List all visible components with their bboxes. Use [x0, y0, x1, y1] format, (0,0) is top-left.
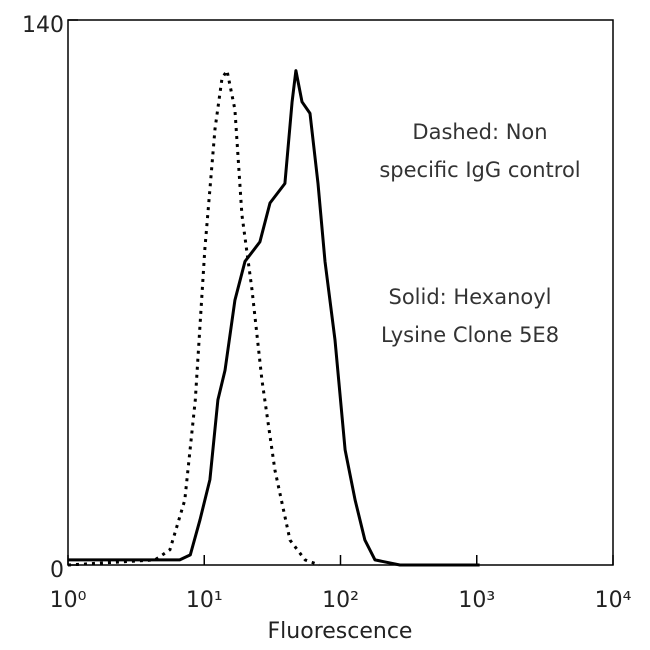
- x-tick-label: 10⁴: [595, 588, 632, 613]
- x-tick-label: 10²: [322, 588, 359, 613]
- y-tick-label: 140: [22, 13, 64, 38]
- y-tick-label: 0: [50, 558, 64, 583]
- x-tick-label: 10¹: [186, 588, 223, 613]
- x-tick-label: 10⁰: [50, 588, 87, 613]
- annotation: Dashed: Non: [412, 120, 547, 144]
- x-tick-label: 10³: [458, 588, 495, 613]
- histogram-curve: [68, 69, 480, 567]
- histogram-curve: [67, 69, 320, 567]
- x-axis-label: Fluorescence: [268, 619, 413, 644]
- annotation: Solid: Hexanoyl: [389, 285, 552, 309]
- annotation: Lysine Clone 5E8: [381, 323, 559, 347]
- annotation: specific IgG control: [379, 158, 580, 182]
